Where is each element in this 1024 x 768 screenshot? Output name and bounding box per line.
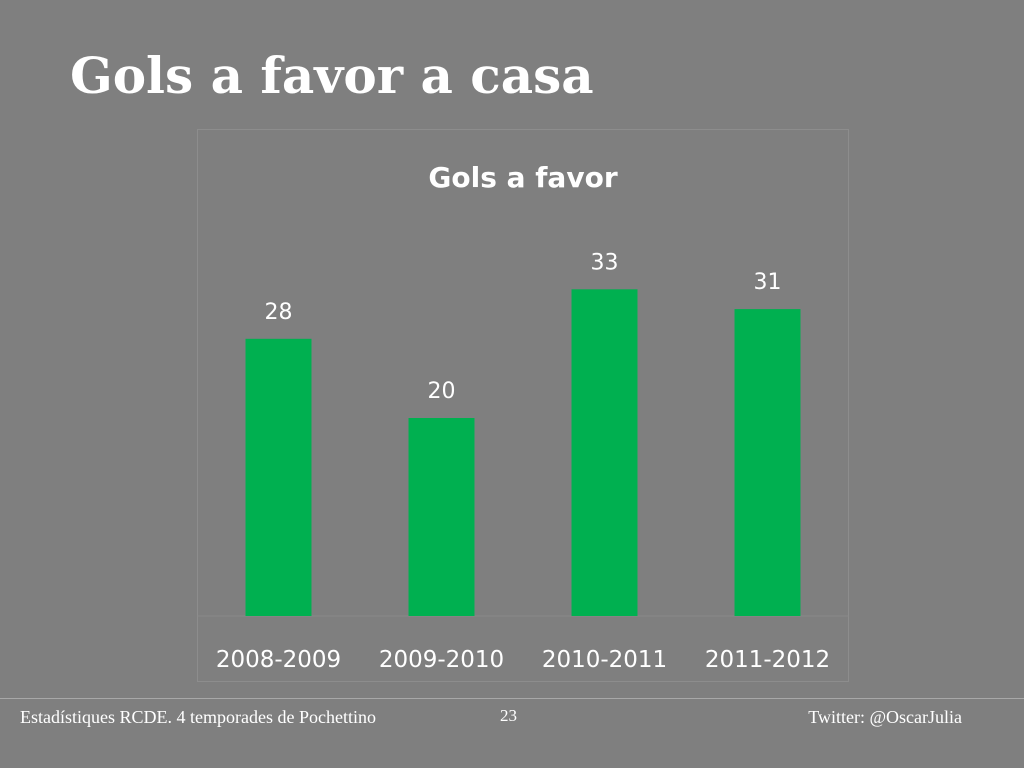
x-tick-label-2008-2009: 2008-2009 — [216, 647, 341, 673]
x-tick-label-2011-2012: 2011-2012 — [705, 647, 830, 673]
value-label-2011-2012: 31 — [754, 270, 782, 295]
bar-2008-2009 — [245, 338, 312, 616]
x-tick-labels-group: 2008-2009 2009-2010 2010-2011 2011-2012 — [216, 647, 830, 673]
bar-2010-2011 — [571, 289, 638, 616]
footer-twitter-handle: Twitter: @OscarJulia — [808, 707, 962, 727]
slide-title: Gols a favor a casa — [70, 46, 594, 105]
value-label-2009-2010: 20 — [428, 379, 456, 404]
value-label-2010-2011: 33 — [591, 250, 619, 275]
value-label-2008-2009: 28 — [265, 300, 293, 325]
value-labels-group: 28 20 33 31 — [265, 250, 782, 404]
x-tick-label-2010-2011: 2010-2011 — [542, 647, 667, 673]
chart-title: Gols a favor — [428, 161, 617, 194]
bar-2009-2010 — [408, 418, 475, 616]
chart-panel — [197, 129, 849, 682]
bars-group — [245, 289, 801, 616]
bar-chart: Gols a favor 28 20 33 31 2008-2009 2009-2010… — [197, 161, 849, 673]
page-number: 23 — [500, 706, 517, 725]
footer-left-text: Estadístiques RCDE. 4 temporades de Poch… — [20, 707, 376, 727]
x-tick-label-2009-2010: 2009-2010 — [379, 647, 504, 673]
bar-2011-2012 — [734, 309, 801, 616]
footer-divider — [0, 698, 1024, 699]
